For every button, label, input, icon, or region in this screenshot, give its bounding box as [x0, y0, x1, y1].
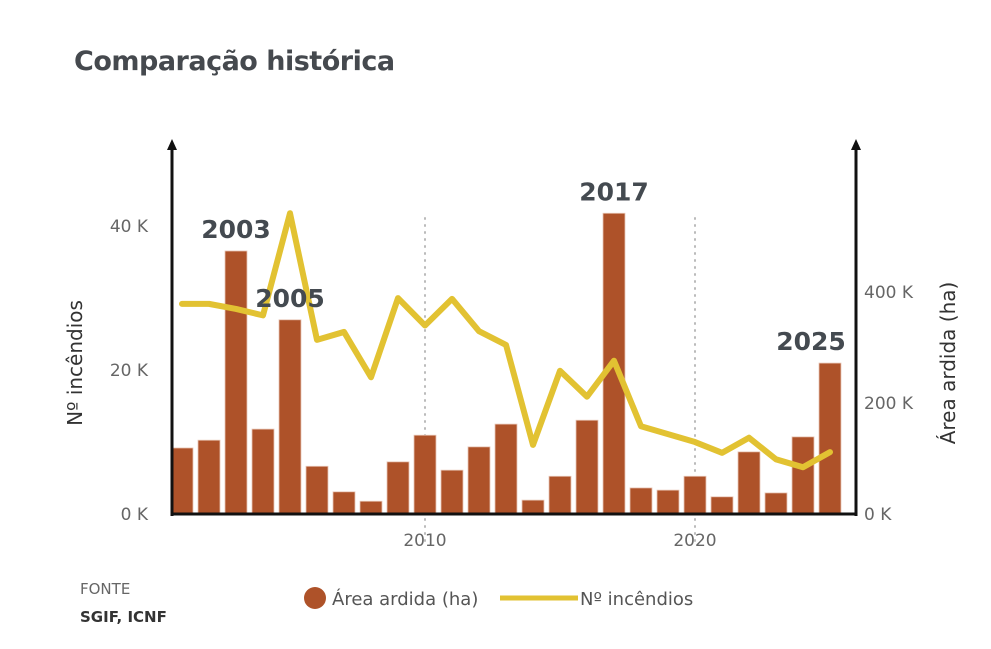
right-tick-label: 400 K — [864, 283, 914, 303]
right-tick-label: 0 K — [864, 505, 892, 525]
bar-2025 — [818, 362, 842, 515]
x-tick-label: 2020 — [673, 531, 716, 551]
bar-2006 — [305, 465, 329, 515]
bar-2010 — [413, 434, 437, 515]
x-tick-label: 2010 — [403, 531, 446, 551]
bar-2002 — [197, 439, 221, 515]
source-label: FONTE — [80, 580, 131, 598]
bar-2013 — [494, 423, 518, 515]
left-tick-label: 20 K — [110, 361, 149, 381]
legend-area-label: Área ardida (ha) — [332, 588, 478, 610]
bar-2021 — [710, 496, 734, 515]
bar-2023 — [764, 492, 788, 515]
bar-2007 — [332, 491, 356, 515]
bar-2018 — [629, 487, 653, 515]
bar-2008 — [359, 500, 383, 515]
bar-2022 — [737, 451, 761, 515]
source-value: SGIF, ICNF — [80, 608, 167, 626]
right-tick-label: 200 K — [864, 394, 914, 414]
bar-2012 — [467, 446, 491, 515]
bar-2014 — [521, 499, 545, 515]
bar-2024 — [791, 436, 815, 515]
bar-2001 — [170, 447, 194, 515]
bar-2004 — [251, 428, 275, 515]
annotation-2017: 2017 — [579, 177, 649, 206]
left-axis-arrow-icon — [167, 139, 177, 150]
bar-2009 — [386, 461, 410, 515]
right-axis-arrow-icon — [851, 139, 861, 150]
legend-incendios-label: Nº incêndios — [580, 589, 693, 610]
left-tick-label: 0 K — [121, 505, 149, 525]
legend-bar-swatch — [304, 587, 326, 609]
incendios-line — [179, 210, 833, 471]
bar-2016 — [575, 419, 599, 515]
chart-title: Comparação histórica — [74, 46, 395, 77]
bar-2011 — [440, 469, 464, 515]
left-tick-label: 40 K — [110, 217, 149, 237]
bar-2005 — [278, 319, 302, 515]
bar-2020 — [683, 475, 707, 515]
bar-2019 — [656, 489, 680, 515]
bar-2003 — [224, 250, 248, 515]
annotation-2005: 2005 — [255, 284, 325, 313]
annotation-2003: 2003 — [201, 215, 271, 244]
right-axis-label: Área ardida (ha) — [936, 282, 960, 445]
bar-2015 — [548, 475, 572, 515]
left-axis-label: Nº incêndios — [63, 300, 87, 426]
annotation-2025: 2025 — [776, 327, 846, 356]
